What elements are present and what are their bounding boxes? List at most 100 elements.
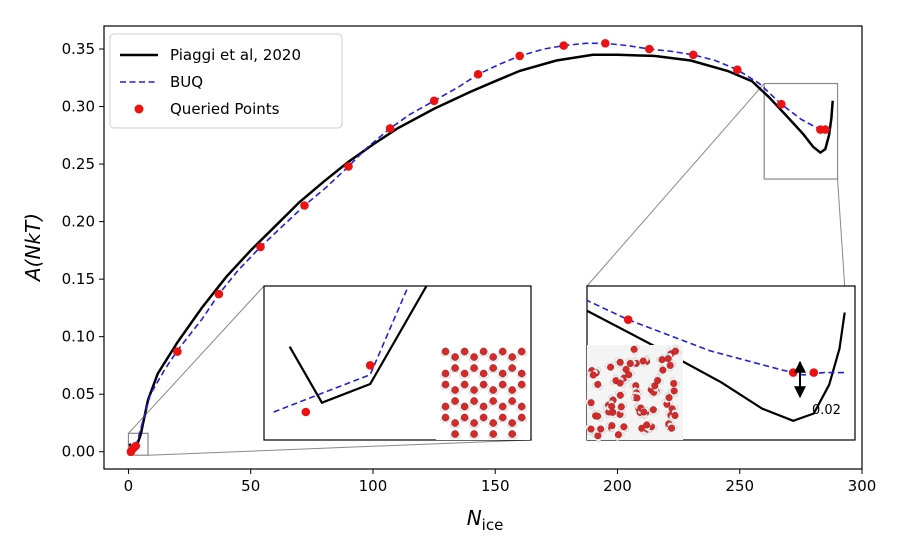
oxygen-atom bbox=[666, 361, 674, 369]
queried-point-marker bbox=[689, 50, 698, 60]
oxygen-atom bbox=[508, 430, 517, 438]
queried-point-marker bbox=[777, 99, 786, 109]
oxygen-atom bbox=[508, 397, 517, 405]
y-tick-label: 0.10 bbox=[62, 328, 95, 346]
zoom-source-box bbox=[763, 82, 839, 180]
oxygen-atom bbox=[441, 347, 450, 356]
oxygen-atom bbox=[626, 360, 634, 368]
buq-series-line bbox=[128, 42, 833, 453]
y-axis-ticks: 0.00 0.05 0.10 0.15 0.20 0.25 0.30 0.35 bbox=[62, 40, 104, 461]
inset-low-n-buq-line bbox=[273, 286, 410, 413]
oxygen-atom bbox=[470, 430, 478, 438]
oxygen-atom bbox=[643, 421, 651, 429]
queried-point-marker bbox=[429, 96, 439, 106]
oxygen-atom bbox=[620, 423, 628, 431]
queried-point-marker bbox=[131, 441, 141, 451]
x-axis-ticks: 0 50 100 150 200 250 300 bbox=[124, 469, 876, 495]
oxygen-atom bbox=[649, 406, 657, 414]
x-tick-label: 150 bbox=[481, 477, 510, 495]
oxygen-atom bbox=[597, 425, 605, 433]
oxygen-atom bbox=[508, 364, 517, 372]
oxygen-atom bbox=[498, 380, 507, 389]
oxygen-atom bbox=[617, 403, 625, 411]
oxygen-atom bbox=[470, 353, 478, 361]
oxygen-atom bbox=[470, 419, 478, 427]
oxygen-atom bbox=[654, 377, 662, 385]
oxygen-atom bbox=[587, 399, 595, 407]
oxygen-atom bbox=[668, 424, 676, 432]
y-tick-label: 0.30 bbox=[62, 98, 95, 116]
oxygen-atom bbox=[479, 369, 488, 378]
oxygen-atom bbox=[508, 386, 517, 394]
oxygen-atom bbox=[479, 347, 488, 356]
oxygen-atom bbox=[489, 397, 498, 405]
y-tick-label: 0.25 bbox=[62, 155, 95, 173]
oxygen-atom bbox=[659, 366, 667, 374]
oxygen-atom bbox=[671, 347, 679, 355]
oxygen-atom bbox=[517, 347, 526, 356]
liquid-water-image bbox=[585, 344, 683, 442]
oxygen-atom bbox=[460, 413, 469, 422]
legend-queried-label: Queried Points bbox=[170, 100, 280, 118]
oxygen-atom bbox=[470, 386, 478, 394]
y-tick-label: 0.00 bbox=[62, 443, 95, 461]
inset-queried-point-marker bbox=[365, 361, 375, 370]
oxygen-atom bbox=[665, 394, 673, 402]
oxygen-atom bbox=[489, 364, 498, 372]
queried-point-marker bbox=[645, 44, 654, 54]
oxygen-atom bbox=[630, 345, 638, 353]
zoom-connector-line bbox=[586, 83, 765, 287]
oxygen-atom bbox=[460, 347, 469, 356]
oxygen-atom bbox=[616, 379, 624, 387]
oxygen-atom bbox=[498, 413, 507, 422]
oxygen-atom bbox=[633, 394, 641, 402]
oxygen-atom bbox=[587, 425, 595, 433]
oxygen-atom bbox=[489, 386, 498, 394]
queried-point-marker bbox=[515, 51, 524, 61]
inset-high-n-buq-line bbox=[587, 299, 845, 376]
oxygen-atom bbox=[451, 419, 459, 427]
y-tick-label: 0.35 bbox=[62, 40, 95, 58]
oxygen-atom bbox=[640, 408, 648, 416]
oxygen-atom bbox=[479, 380, 488, 389]
oxygen-atom bbox=[470, 397, 478, 405]
oxygen-atom bbox=[594, 412, 602, 420]
liquid-water-molecules bbox=[585, 344, 682, 442]
queried-point-marker bbox=[559, 41, 568, 50]
oxygen-atom bbox=[460, 380, 469, 389]
queried-point-marker bbox=[473, 70, 483, 79]
queried-point-marker bbox=[344, 162, 353, 171]
oxygen-atom bbox=[451, 430, 459, 438]
oxygen-atom bbox=[451, 397, 459, 405]
oxygen-atom bbox=[594, 380, 602, 388]
oxygen-atom bbox=[616, 358, 624, 366]
inset-high-n: 0.02 bbox=[585, 285, 856, 442]
oxygen-atom bbox=[451, 353, 459, 361]
oxygen-atom bbox=[489, 419, 498, 427]
oxygen-atom bbox=[616, 391, 624, 399]
oxygen-atom bbox=[594, 432, 602, 440]
inset-queried-point-marker bbox=[623, 315, 633, 325]
oxygen-atom bbox=[489, 430, 498, 438]
oxygen-atom bbox=[451, 386, 459, 394]
zoom-source-box bbox=[127, 432, 149, 456]
oxygen-atom bbox=[479, 402, 488, 411]
oxygen-atom bbox=[608, 402, 616, 410]
legend: Piaggi et al, 2020 BUQ Queried Points bbox=[109, 33, 343, 129]
oxygen-atom bbox=[498, 402, 507, 411]
oxygen-atom bbox=[670, 380, 678, 388]
oxygen-atom bbox=[589, 371, 597, 379]
oxygen-atom bbox=[639, 357, 647, 365]
queried-point-marker bbox=[214, 289, 224, 299]
oxygen-atom bbox=[498, 369, 507, 378]
plot-area-frame bbox=[103, 25, 863, 470]
x-tick-label: 0 bbox=[124, 477, 134, 495]
oxygen-atom bbox=[622, 365, 630, 373]
queried-points-markers bbox=[126, 39, 830, 457]
ice-lattice-image bbox=[436, 346, 530, 440]
queried-point-marker bbox=[385, 124, 395, 133]
y-axis-title: A(NkT) bbox=[21, 213, 45, 283]
oxygen-atom bbox=[460, 369, 469, 378]
queried-point-marker bbox=[821, 125, 830, 134]
oxygen-atom bbox=[441, 369, 450, 378]
